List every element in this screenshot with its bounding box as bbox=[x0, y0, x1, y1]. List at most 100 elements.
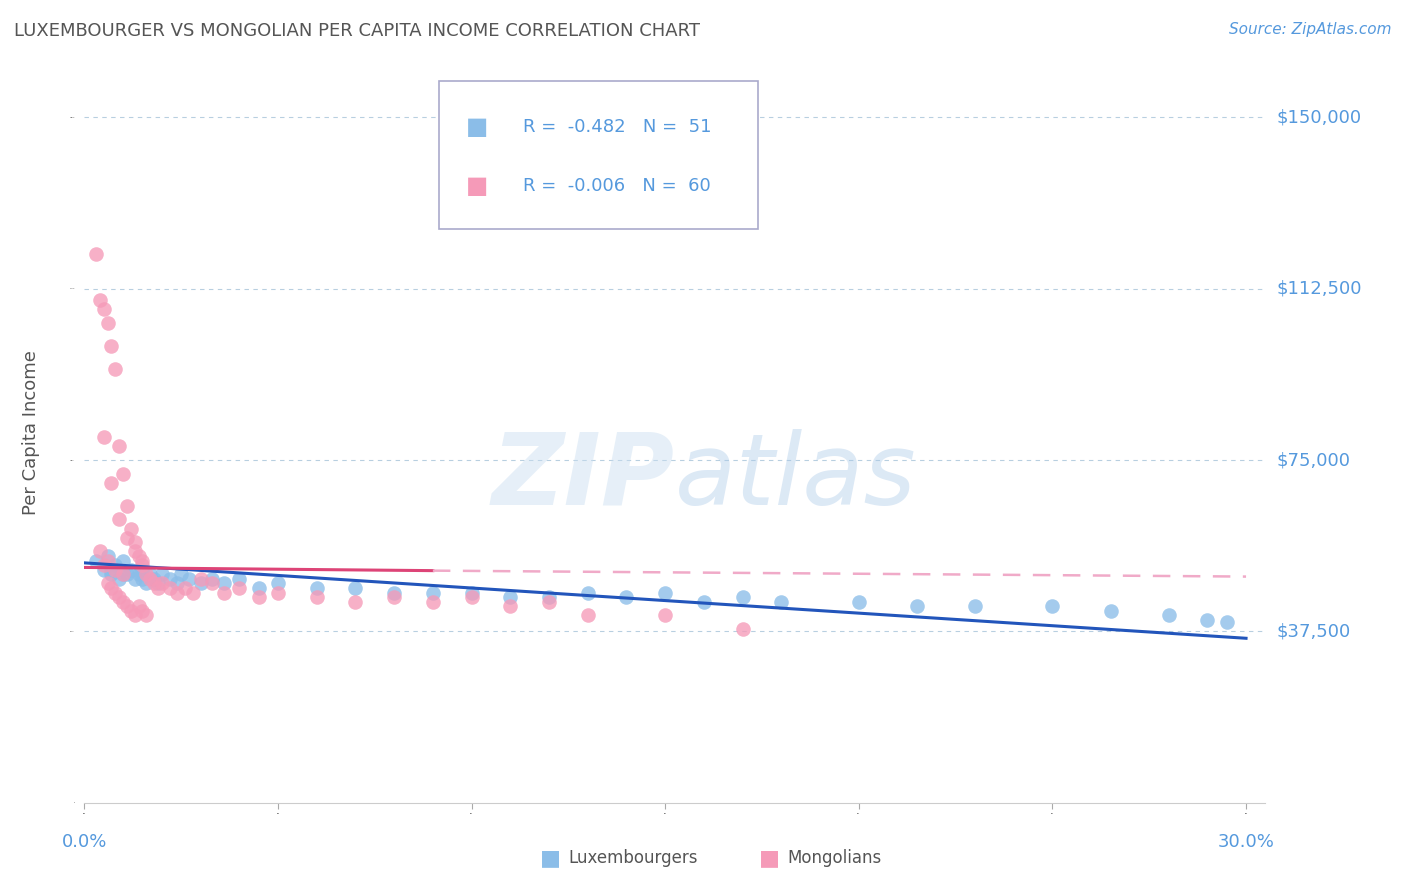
Text: $150,000: $150,000 bbox=[1277, 108, 1361, 127]
Text: Source: ZipAtlas.com: Source: ZipAtlas.com bbox=[1229, 22, 1392, 37]
Point bbox=[159, 572, 181, 586]
Point bbox=[731, 622, 754, 636]
Text: ■: ■ bbox=[465, 115, 488, 139]
Point bbox=[166, 585, 188, 599]
Point bbox=[100, 563, 122, 577]
Point bbox=[170, 567, 193, 582]
Point bbox=[576, 608, 599, 623]
Point bbox=[267, 585, 290, 599]
Point bbox=[112, 553, 135, 567]
Point bbox=[131, 558, 153, 573]
Point bbox=[124, 572, 146, 586]
Text: Mongolians: Mongolians bbox=[787, 849, 882, 867]
Point bbox=[97, 316, 120, 330]
Point bbox=[499, 590, 522, 604]
Point bbox=[108, 590, 131, 604]
Point bbox=[139, 572, 162, 586]
Point bbox=[499, 599, 522, 614]
Text: 30.0%: 30.0% bbox=[1218, 833, 1274, 851]
Text: ■: ■ bbox=[540, 848, 561, 868]
Text: Luxembourgers: Luxembourgers bbox=[568, 849, 699, 867]
Point bbox=[135, 608, 157, 623]
Point bbox=[228, 572, 250, 586]
Point bbox=[181, 585, 204, 599]
Point bbox=[115, 499, 138, 513]
Point bbox=[131, 604, 153, 618]
Point bbox=[84, 247, 107, 261]
Point bbox=[139, 567, 162, 582]
Point bbox=[963, 599, 986, 614]
Point bbox=[344, 581, 367, 595]
Point bbox=[108, 439, 131, 453]
Point bbox=[422, 585, 444, 599]
Point bbox=[89, 293, 111, 307]
Point bbox=[104, 361, 127, 376]
Point bbox=[143, 572, 166, 586]
Point bbox=[267, 576, 290, 591]
Point bbox=[537, 595, 560, 609]
Point bbox=[537, 590, 560, 604]
Point bbox=[100, 339, 122, 353]
Point bbox=[131, 553, 153, 567]
Point bbox=[159, 581, 181, 595]
Point bbox=[1099, 604, 1122, 618]
Point bbox=[120, 563, 142, 577]
Point bbox=[576, 585, 599, 599]
Point bbox=[112, 567, 135, 582]
Point bbox=[97, 576, 120, 591]
Point bbox=[128, 599, 150, 614]
Point bbox=[93, 558, 115, 573]
Text: LUXEMBOURGER VS MONGOLIAN PER CAPITA INCOME CORRELATION CHART: LUXEMBOURGER VS MONGOLIAN PER CAPITA INC… bbox=[14, 22, 700, 40]
Point bbox=[693, 595, 716, 609]
Point bbox=[1197, 613, 1219, 627]
Point bbox=[212, 585, 235, 599]
Point bbox=[201, 572, 224, 586]
Point bbox=[115, 531, 138, 545]
Point bbox=[770, 595, 793, 609]
Point bbox=[112, 567, 135, 582]
Text: ■: ■ bbox=[465, 174, 488, 198]
Point bbox=[305, 590, 328, 604]
Point bbox=[100, 581, 122, 595]
Point bbox=[190, 576, 212, 591]
Point bbox=[128, 567, 150, 582]
Text: Per Capita Income: Per Capita Income bbox=[22, 351, 41, 515]
Point bbox=[131, 572, 153, 586]
Point bbox=[654, 585, 676, 599]
Point bbox=[422, 595, 444, 609]
Point bbox=[905, 599, 928, 614]
Text: atlas: atlas bbox=[675, 428, 917, 525]
Point bbox=[120, 604, 142, 618]
Point bbox=[93, 563, 115, 577]
Point bbox=[848, 595, 870, 609]
Point bbox=[201, 576, 224, 591]
Point bbox=[108, 572, 131, 586]
Point bbox=[247, 590, 270, 604]
Point bbox=[104, 563, 127, 577]
Point bbox=[146, 581, 169, 595]
Point bbox=[616, 590, 638, 604]
Point bbox=[382, 590, 405, 604]
Point bbox=[460, 585, 482, 599]
Point bbox=[115, 567, 138, 582]
Point bbox=[120, 522, 142, 536]
Point bbox=[150, 576, 173, 591]
Point bbox=[104, 558, 127, 573]
Text: 0.0%: 0.0% bbox=[62, 833, 107, 851]
Point bbox=[166, 576, 188, 591]
Point bbox=[247, 581, 270, 595]
FancyBboxPatch shape bbox=[439, 81, 758, 229]
Text: ZIP: ZIP bbox=[492, 428, 675, 525]
Point bbox=[190, 572, 212, 586]
Point bbox=[150, 567, 173, 582]
Point bbox=[112, 467, 135, 481]
Text: $37,500: $37,500 bbox=[1277, 623, 1351, 640]
Point bbox=[100, 475, 122, 490]
Point bbox=[1042, 599, 1064, 614]
Point bbox=[177, 572, 200, 586]
Point bbox=[93, 430, 115, 444]
Point bbox=[124, 535, 146, 549]
Point bbox=[460, 590, 482, 604]
Point bbox=[135, 567, 157, 582]
Point bbox=[382, 585, 405, 599]
